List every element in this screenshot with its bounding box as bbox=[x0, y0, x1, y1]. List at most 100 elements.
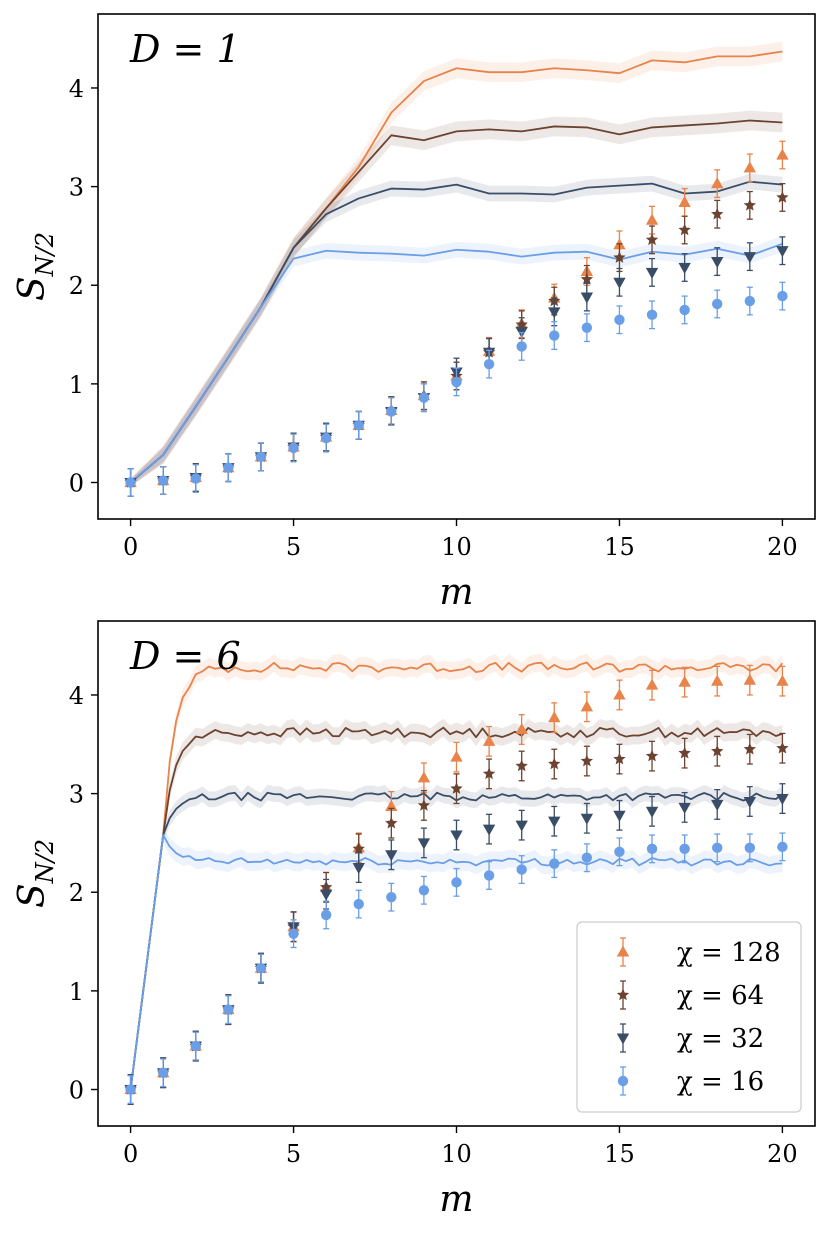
point-chi16 bbox=[646, 309, 658, 321]
point-chi16 bbox=[483, 870, 495, 881]
point-chi64 bbox=[580, 754, 594, 767]
point-chi32 bbox=[743, 252, 756, 264]
line-chi64 bbox=[129, 726, 783, 1090]
point-chi64 bbox=[450, 782, 463, 794]
point-chi16 bbox=[483, 358, 495, 370]
point-chi32 bbox=[678, 262, 691, 274]
point-chi16 bbox=[320, 909, 332, 921]
y-tick-label: 4 bbox=[69, 682, 84, 710]
point-chi32 bbox=[580, 813, 594, 825]
y-tick-label: 0 bbox=[69, 1077, 84, 1105]
x-tick-label: 10 bbox=[441, 533, 472, 561]
point-chi32 bbox=[678, 802, 691, 814]
line-chi16 bbox=[130, 242, 783, 484]
point-chi16 bbox=[353, 898, 364, 910]
point-chi16 bbox=[157, 1067, 169, 1078]
point-chi128 bbox=[450, 750, 463, 762]
point-chi16 bbox=[418, 885, 430, 896]
series-markers bbox=[124, 140, 789, 497]
legend: χ = 128 χ = 64 χ = 32 χ = 16 bbox=[576, 921, 802, 1113]
point-chi128 bbox=[417, 771, 431, 783]
point-chi64 bbox=[482, 767, 496, 780]
point-chi32 bbox=[743, 796, 756, 808]
point-chi64 bbox=[515, 759, 528, 772]
y-ticks: 0 1 2 3 4 bbox=[69, 682, 98, 1105]
panel-d6: 0 5 10 15 20 0 1 2 3 4 D = 6 m SN/2 χ = 128 χ = 6… bbox=[12, 620, 816, 1220]
x-tick-label: 20 bbox=[767, 533, 798, 561]
legend-box bbox=[576, 921, 802, 1113]
series-markers bbox=[124, 664, 789, 1105]
point-chi16 bbox=[777, 841, 788, 853]
point-chi32 bbox=[548, 307, 561, 319]
confidence-bands bbox=[130, 41, 783, 487]
point-chi16 bbox=[288, 442, 299, 454]
point-chi128 bbox=[711, 674, 724, 686]
point-chi32 bbox=[417, 838, 431, 850]
point-chi16 bbox=[614, 846, 625, 858]
point-chi128 bbox=[645, 678, 659, 690]
x-tick-label: 5 bbox=[286, 533, 301, 561]
panel-annotation: D = 6 bbox=[129, 634, 241, 678]
y-tick-label: 1 bbox=[69, 978, 84, 1006]
y-axis-label: SN/2 bbox=[12, 232, 59, 301]
point-chi64 bbox=[645, 233, 659, 246]
point-chi32 bbox=[613, 277, 626, 289]
x-tick-label: 15 bbox=[604, 1140, 635, 1168]
panel-annotation: D = 1 bbox=[129, 27, 241, 71]
point-chi16 bbox=[646, 843, 658, 855]
point-chi64 bbox=[776, 190, 789, 203]
point-chi128 bbox=[776, 674, 789, 686]
band-chi32 bbox=[130, 173, 783, 486]
band-chi16 bbox=[130, 827, 783, 1094]
legend-label-chi16: χ = 16 bbox=[677, 1067, 764, 1097]
x-tick-label: 5 bbox=[286, 1140, 301, 1168]
point-chi64 bbox=[645, 749, 659, 762]
point-chi64 bbox=[678, 223, 691, 236]
point-chi128 bbox=[613, 688, 626, 700]
legend-marker-chi64 bbox=[616, 988, 630, 1001]
point-chi16 bbox=[157, 475, 169, 486]
point-chi16 bbox=[744, 295, 756, 307]
legend-label-chi64: χ = 64 bbox=[677, 981, 764, 1011]
point-chi32 bbox=[450, 830, 463, 842]
point-chi16 bbox=[320, 432, 332, 444]
point-chi64 bbox=[613, 251, 626, 263]
y-tick-label: 3 bbox=[69, 174, 84, 202]
point-chi16 bbox=[288, 928, 299, 939]
legend-marker-chi16 bbox=[617, 1075, 629, 1087]
point-chi16 bbox=[451, 877, 462, 888]
point-chi64 bbox=[776, 741, 789, 754]
point-chi16 bbox=[549, 330, 560, 341]
y-tick-label: 3 bbox=[69, 781, 84, 809]
point-chi32 bbox=[711, 257, 724, 269]
point-chi128 bbox=[385, 799, 398, 811]
point-chi16 bbox=[744, 842, 756, 854]
point-chi64 bbox=[580, 272, 594, 285]
point-chi32 bbox=[482, 824, 496, 836]
point-chi128 bbox=[645, 213, 659, 225]
point-chi128 bbox=[482, 734, 496, 746]
point-chi32 bbox=[645, 267, 659, 279]
x-tick-label: 0 bbox=[123, 533, 138, 561]
point-chi128 bbox=[711, 177, 724, 189]
x-tick-label: 20 bbox=[767, 1140, 798, 1168]
confidence-bands bbox=[130, 653, 783, 1094]
legend-marker-chi32 bbox=[616, 1033, 630, 1045]
x-axis-label: m bbox=[439, 1179, 473, 1220]
x-ticks: 0 5 10 15 20 bbox=[123, 519, 798, 561]
point-chi128 bbox=[580, 700, 594, 712]
point-chi16 bbox=[255, 962, 267, 974]
point-chi16 bbox=[223, 1004, 234, 1015]
legend-marker-chi128 bbox=[616, 945, 630, 957]
y-tick-label: 1 bbox=[69, 371, 84, 399]
point-chi16 bbox=[190, 1040, 201, 1052]
point-chi16 bbox=[712, 842, 723, 854]
y-ticks: 0 1 2 3 4 bbox=[69, 75, 98, 498]
point-chi16 bbox=[581, 322, 593, 333]
point-chi16 bbox=[223, 462, 234, 473]
point-chi32 bbox=[613, 810, 626, 822]
point-chi32 bbox=[319, 889, 333, 901]
point-chi64 bbox=[613, 752, 626, 765]
point-chi128 bbox=[515, 722, 528, 735]
y-tick-label: 4 bbox=[69, 75, 84, 103]
